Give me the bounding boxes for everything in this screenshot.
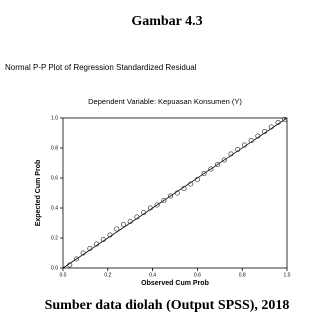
data-point xyxy=(248,137,254,144)
source-note: Sumber data diolah (Output SPSS), 2018 xyxy=(45,298,290,313)
data-point xyxy=(268,124,274,130)
data-point xyxy=(235,146,241,153)
data-point xyxy=(147,205,153,211)
data-point xyxy=(73,256,79,262)
chart-title: Normal P-P Plot of Regression Standardiz… xyxy=(5,63,197,72)
x-tick-label: 0.4 xyxy=(149,272,156,278)
y-tick-label: 0.8 xyxy=(51,145,58,151)
data-point xyxy=(141,209,147,216)
x-axis-label: Observed Cum Prob xyxy=(141,280,209,287)
data-point xyxy=(208,166,214,172)
x-tick-label: 1.0 xyxy=(284,272,291,278)
data-point xyxy=(228,151,234,157)
data-point xyxy=(262,128,268,135)
data-point xyxy=(174,190,180,196)
data-point xyxy=(282,116,288,123)
y-tick-label: 1.0 xyxy=(51,115,58,121)
data-point xyxy=(67,262,73,268)
y-tick-label: 0.0 xyxy=(51,265,58,271)
y-tick-label: 0.4 xyxy=(51,205,58,211)
data-point xyxy=(127,218,133,225)
data-point xyxy=(255,133,261,139)
data-point xyxy=(154,202,160,208)
x-tick-label: 0.6 xyxy=(194,272,201,278)
data-point xyxy=(87,245,93,252)
data-point xyxy=(215,161,221,168)
x-tick-label: 0.0 xyxy=(60,272,67,278)
y-axis-label: Expected Cum Prob xyxy=(35,160,42,227)
data-point xyxy=(188,181,194,187)
caption: Gambar 4.3 xyxy=(131,14,202,29)
data-point xyxy=(194,176,200,183)
data-point xyxy=(275,119,281,126)
plot-frame xyxy=(62,117,288,269)
data-point xyxy=(80,250,86,256)
data-point xyxy=(181,185,187,192)
data-point xyxy=(161,197,167,204)
data-point xyxy=(107,232,113,238)
data-point xyxy=(100,236,106,243)
data-point xyxy=(134,214,140,220)
chart-subtitle: Dependent Variable: Kepuasan Konsumen (Y… xyxy=(88,97,242,106)
y-tick-label: 0.2 xyxy=(51,235,58,241)
data-point xyxy=(201,170,207,177)
data-point xyxy=(120,221,127,228)
data-point xyxy=(114,226,120,232)
x-tick-label: 0.2 xyxy=(104,272,111,278)
data-point xyxy=(94,241,100,247)
data-point xyxy=(241,142,247,148)
data-point xyxy=(221,157,227,163)
y-tick-label: 0.6 xyxy=(51,175,58,181)
x-tick-label: 0.8 xyxy=(239,272,246,278)
data-point xyxy=(167,193,174,199)
